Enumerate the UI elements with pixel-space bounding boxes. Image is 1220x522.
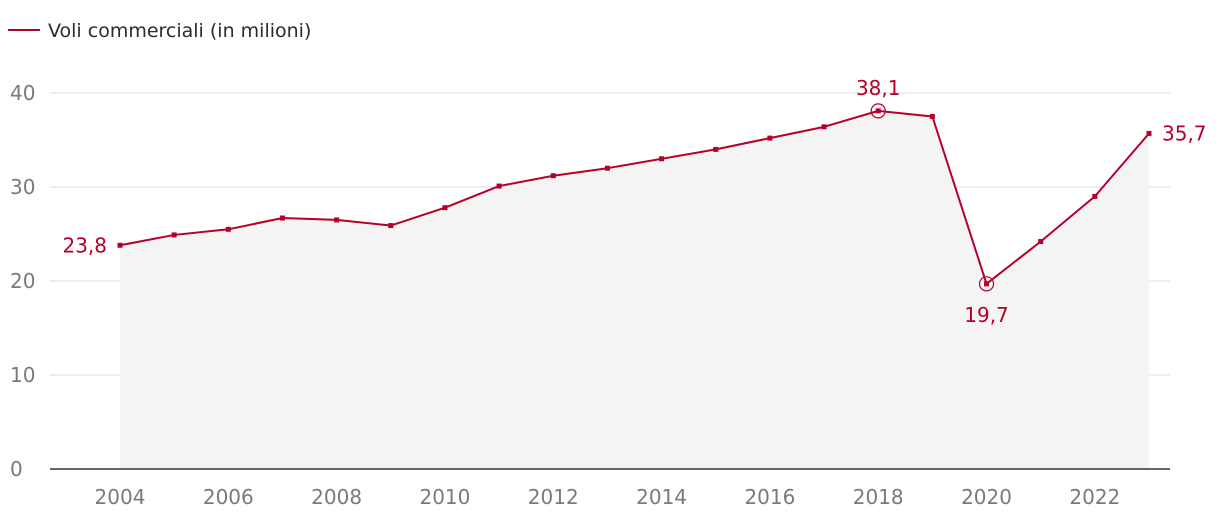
y-tick-label: 20 <box>10 269 35 293</box>
data-point <box>1092 193 1098 199</box>
x-tick-label: 2012 <box>528 485 579 509</box>
x-tick-label: 2020 <box>961 485 1012 509</box>
data-label: 35,7 <box>1162 121 1207 145</box>
highlight-marker <box>870 103 886 119</box>
x-tick-label: 2016 <box>744 485 795 509</box>
data-point <box>1038 239 1044 245</box>
data-point <box>984 281 990 287</box>
y-tick-label: 30 <box>10 175 35 199</box>
data-label: 19,7 <box>964 303 1009 327</box>
data-point <box>659 156 665 162</box>
series-line <box>119 109 1150 285</box>
y-axis: 0 10 20 30 40 <box>10 81 35 481</box>
y-tick-label: 10 <box>10 363 35 387</box>
data-point <box>767 135 773 141</box>
data-points <box>117 108 1152 287</box>
data-point <box>604 165 610 171</box>
x-tick-label: 2022 <box>1069 485 1120 509</box>
legend: Voli commerciali (in milioni) <box>8 20 311 42</box>
data-point <box>496 183 502 189</box>
x-tick-label: 2014 <box>636 485 687 509</box>
data-point <box>550 173 556 179</box>
x-axis: 2004 2006 2008 2010 2012 2014 2016 2018 2020 2022 <box>95 485 1121 509</box>
data-point <box>334 217 340 223</box>
x-tick-label: 2004 <box>95 485 146 509</box>
data-point <box>388 223 394 229</box>
data-point <box>442 205 448 211</box>
data-point <box>171 232 177 238</box>
y-tick-label: 40 <box>10 81 35 105</box>
data-point <box>225 226 231 232</box>
data-point <box>713 146 719 152</box>
x-tick-label: 2006 <box>203 485 254 509</box>
data-point <box>279 215 285 221</box>
x-tick-label: 2018 <box>853 485 904 509</box>
legend-label: Voli commerciali (in milioni) <box>48 20 311 42</box>
highlight-marker <box>978 276 995 292</box>
x-tick-label: 2010 <box>419 485 470 509</box>
data-label: 23,8 <box>62 233 107 257</box>
data-point <box>821 124 827 130</box>
area-fill <box>120 110 1149 470</box>
data-point <box>875 108 881 114</box>
x-tick-label: 2008 <box>311 485 362 509</box>
y-tick-label: 0 <box>10 457 23 481</box>
data-point <box>117 242 123 248</box>
data-label: 38,1 <box>856 76 901 100</box>
annotations: 23,8 38,1 19,7 35,7 <box>62 76 1206 327</box>
data-point <box>1146 130 1152 136</box>
data-point <box>929 114 935 119</box>
